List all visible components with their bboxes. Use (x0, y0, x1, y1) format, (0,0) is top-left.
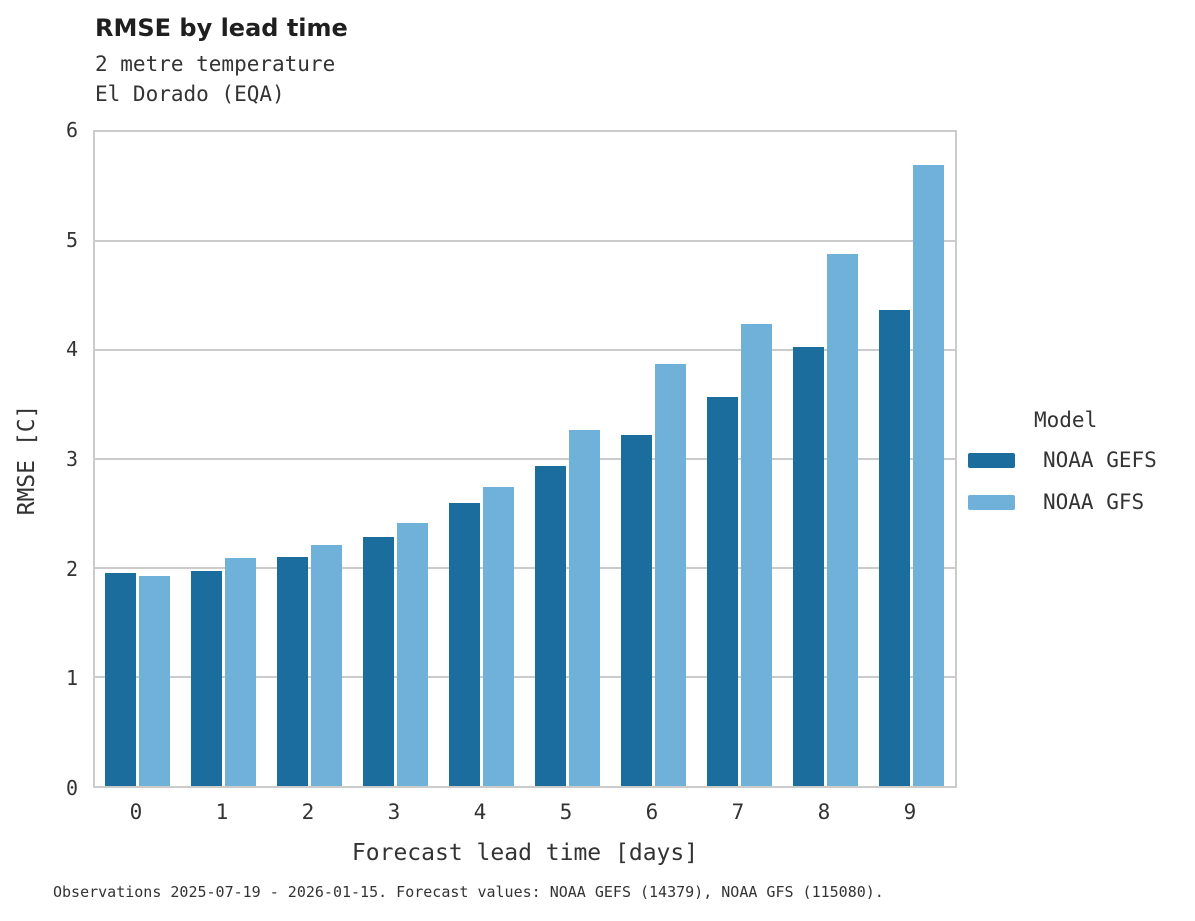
gridline-y3 (95, 458, 955, 460)
bar-noaa-gfs-lead-1 (225, 558, 256, 786)
y-tick-label-2: 2 (65, 556, 78, 581)
bar-noaa-gfs-lead-3 (397, 523, 428, 786)
legend-swatch-noaa-gfs (968, 494, 1015, 510)
bar-noaa-gefs-lead-8 (793, 346, 824, 786)
x-tick-label-4: 4 (473, 800, 487, 824)
bar-noaa-gefs-lead-1 (191, 571, 222, 786)
chart-subtitle-location: El Dorado (EQA) (95, 82, 285, 106)
caption: Observations 2025-07-19 - 2026-01-15. Fo… (53, 883, 884, 901)
plot-area (93, 130, 957, 788)
bar-noaa-gefs-lead-6 (621, 435, 652, 786)
x-tick-label-6: 6 (645, 800, 659, 824)
bar-noaa-gfs-lead-4 (483, 487, 514, 786)
legend: Model NOAA GEFS NOAA GFS (968, 408, 1188, 532)
x-tick-label-1: 1 (215, 800, 229, 824)
chart-subtitle-variable: 2 metre temperature (95, 52, 336, 76)
gridline-y2 (95, 567, 955, 569)
y-tick-label-5: 5 (65, 227, 78, 252)
bar-noaa-gfs-lead-0 (139, 575, 170, 786)
bar-noaa-gefs-lead-9 (879, 309, 910, 786)
bar-noaa-gefs-lead-5 (535, 465, 566, 786)
x-tick-label-0: 0 (129, 800, 143, 824)
gridline-y1 (95, 676, 955, 678)
x-tick-label-2: 2 (301, 800, 315, 824)
y-tick-label-1: 1 (65, 666, 78, 691)
bar-noaa-gefs-lead-2 (277, 557, 308, 786)
legend-item-noaa-gefs: NOAA GEFS (968, 448, 1188, 472)
bar-noaa-gefs-lead-7 (707, 396, 738, 786)
x-tick-label-8: 8 (817, 800, 831, 824)
y-tick-label-3: 3 (65, 447, 78, 471)
x-tick-label-7: 7 (731, 800, 745, 824)
y-tick-label-0: 0 (65, 776, 78, 800)
chart-title: RMSE by lead time (95, 14, 348, 42)
legend-swatch-noaa-gefs (968, 452, 1015, 468)
bar-noaa-gefs-lead-3 (363, 537, 394, 786)
bar-noaa-gfs-lead-2 (311, 545, 342, 786)
x-axis-label: Forecast lead time [days] (351, 840, 699, 866)
gridline-y4 (95, 349, 955, 351)
bar-noaa-gefs-lead-4 (449, 502, 480, 786)
bar-noaa-gfs-lead-7 (741, 323, 772, 786)
x-tick-label-5: 5 (559, 800, 573, 824)
bar-noaa-gefs-lead-0 (105, 573, 136, 786)
legend-item-noaa-gfs: NOAA GFS (968, 490, 1188, 514)
bar-noaa-gfs-lead-9 (913, 164, 944, 786)
legend-label-noaa-gfs: NOAA GFS (1043, 490, 1145, 514)
bar-noaa-gfs-lead-6 (655, 364, 686, 786)
gridline-y5 (95, 240, 955, 242)
legend-label-noaa-gefs: NOAA GEFS (1043, 448, 1157, 472)
bar-noaa-gfs-lead-8 (827, 254, 858, 786)
x-tick-label-9: 9 (903, 800, 917, 824)
x-tick-label-3: 3 (387, 800, 401, 824)
legend-title: Model (1034, 408, 1098, 432)
bar-noaa-gfs-lead-5 (569, 429, 600, 786)
y-tick-label-4: 4 (65, 337, 78, 362)
y-tick-label-6: 6 (65, 118, 78, 142)
